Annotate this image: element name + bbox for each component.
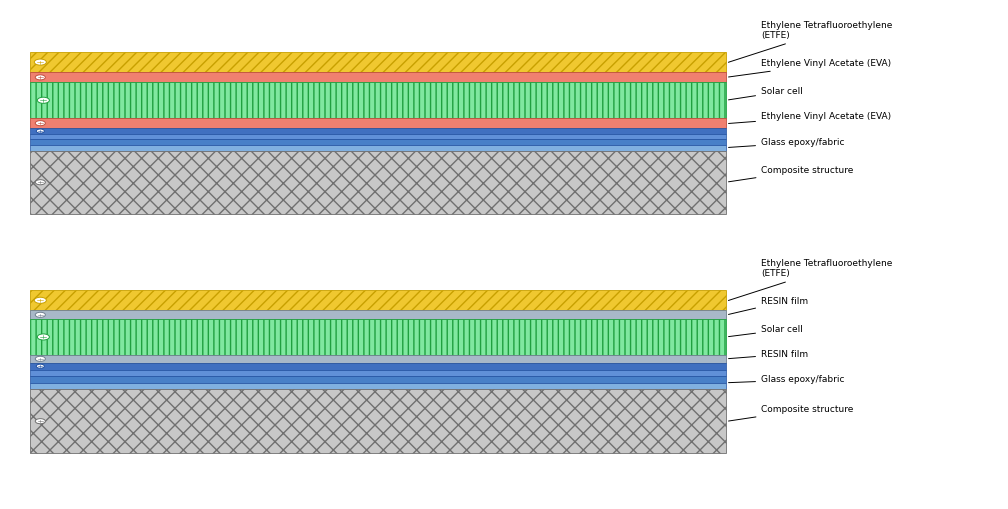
Bar — [30, 128, 726, 134]
Bar — [30, 319, 726, 355]
Circle shape — [35, 75, 45, 80]
Text: Composite structure: Composite structure — [729, 405, 854, 421]
Bar — [30, 389, 726, 453]
Circle shape — [34, 59, 46, 65]
Bar — [30, 52, 726, 72]
Circle shape — [35, 418, 45, 423]
Bar — [30, 118, 726, 128]
Bar — [30, 376, 726, 383]
Bar — [30, 151, 726, 214]
Bar — [30, 72, 726, 82]
Text: Ethylene Vinyl Acetate (EVA): Ethylene Vinyl Acetate (EVA) — [729, 59, 891, 77]
Bar — [30, 363, 726, 370]
Circle shape — [35, 121, 45, 126]
Bar — [30, 310, 726, 319]
Text: RESIN film: RESIN film — [729, 350, 808, 359]
Bar — [30, 370, 726, 376]
Text: Composite structure: Composite structure — [729, 165, 854, 182]
Circle shape — [37, 334, 49, 340]
Circle shape — [35, 356, 45, 361]
Bar — [30, 82, 726, 118]
Text: Ethylene Vinyl Acetate (EVA): Ethylene Vinyl Acetate (EVA) — [729, 111, 891, 124]
Circle shape — [36, 129, 44, 133]
Bar — [30, 145, 726, 151]
Text: Solar cell: Solar cell — [729, 325, 803, 336]
Text: Ethylene Tetrafluoroethylene
(ETFE): Ethylene Tetrafluoroethylene (ETFE) — [729, 259, 892, 300]
Bar — [30, 383, 726, 389]
Text: Glass epoxy/fabric: Glass epoxy/fabric — [729, 375, 845, 384]
Circle shape — [34, 297, 46, 303]
Circle shape — [35, 313, 45, 318]
Text: Glass epoxy/fabric: Glass epoxy/fabric — [729, 138, 845, 148]
Bar — [30, 290, 726, 310]
Text: RESIN film: RESIN film — [729, 297, 808, 315]
Circle shape — [36, 364, 44, 369]
Bar — [30, 134, 726, 139]
Circle shape — [35, 180, 45, 185]
Bar — [30, 139, 726, 145]
Text: Solar cell: Solar cell — [729, 87, 803, 100]
Circle shape — [37, 97, 49, 103]
Bar — [30, 355, 726, 363]
Text: Ethylene Tetrafluoroethylene
(ETFE): Ethylene Tetrafluoroethylene (ETFE) — [729, 21, 892, 62]
